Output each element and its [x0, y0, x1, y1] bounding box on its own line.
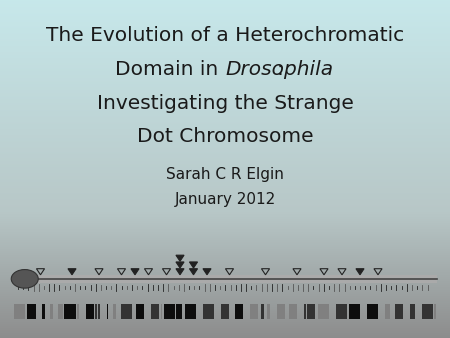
- Bar: [202, 304, 214, 319]
- Polygon shape: [189, 262, 198, 268]
- Bar: [14, 304, 25, 319]
- Bar: [184, 304, 196, 319]
- Bar: [113, 304, 116, 319]
- Text: The Evolution of a Heterochromatic: The Evolution of a Heterochromatic: [46, 26, 404, 45]
- Polygon shape: [176, 269, 184, 275]
- Bar: [267, 304, 270, 319]
- Bar: [161, 304, 162, 319]
- Bar: [86, 304, 94, 319]
- Bar: [367, 304, 378, 319]
- Bar: [14, 275, 436, 283]
- Bar: [385, 304, 390, 319]
- Bar: [77, 304, 79, 319]
- Polygon shape: [203, 269, 211, 275]
- Text: Domain in: Domain in: [115, 60, 225, 79]
- Bar: [277, 304, 285, 319]
- Bar: [318, 304, 329, 319]
- Polygon shape: [131, 269, 139, 275]
- Bar: [434, 304, 436, 319]
- Bar: [50, 304, 53, 319]
- Text: Drosophila: Drosophila: [225, 60, 333, 79]
- Bar: [304, 304, 306, 319]
- Bar: [27, 304, 36, 319]
- Bar: [164, 304, 175, 319]
- Polygon shape: [189, 269, 198, 275]
- Bar: [220, 304, 229, 319]
- Bar: [95, 304, 97, 319]
- Bar: [410, 304, 415, 319]
- Polygon shape: [356, 269, 364, 275]
- Bar: [121, 304, 132, 319]
- Text: January 2012: January 2012: [175, 192, 275, 207]
- Bar: [107, 304, 108, 319]
- Bar: [235, 304, 243, 319]
- Polygon shape: [176, 262, 184, 268]
- Bar: [336, 304, 347, 319]
- Bar: [42, 304, 45, 319]
- Bar: [64, 304, 76, 319]
- Bar: [151, 304, 159, 319]
- Text: Sarah C R Elgin: Sarah C R Elgin: [166, 167, 284, 182]
- Bar: [422, 304, 433, 319]
- Bar: [176, 304, 182, 319]
- Bar: [250, 304, 258, 319]
- Text: Investigating the Strange: Investigating the Strange: [97, 94, 353, 113]
- Bar: [58, 304, 63, 319]
- Ellipse shape: [11, 270, 38, 288]
- Polygon shape: [68, 269, 76, 275]
- Bar: [289, 304, 297, 319]
- Text: Dot Chromosome: Dot Chromosome: [137, 127, 313, 146]
- Text: :: :: [277, 60, 284, 79]
- Bar: [307, 304, 315, 319]
- Bar: [136, 304, 144, 319]
- Bar: [395, 304, 403, 319]
- Bar: [98, 304, 100, 319]
- Bar: [349, 304, 360, 319]
- Bar: [261, 304, 264, 319]
- Polygon shape: [176, 255, 184, 261]
